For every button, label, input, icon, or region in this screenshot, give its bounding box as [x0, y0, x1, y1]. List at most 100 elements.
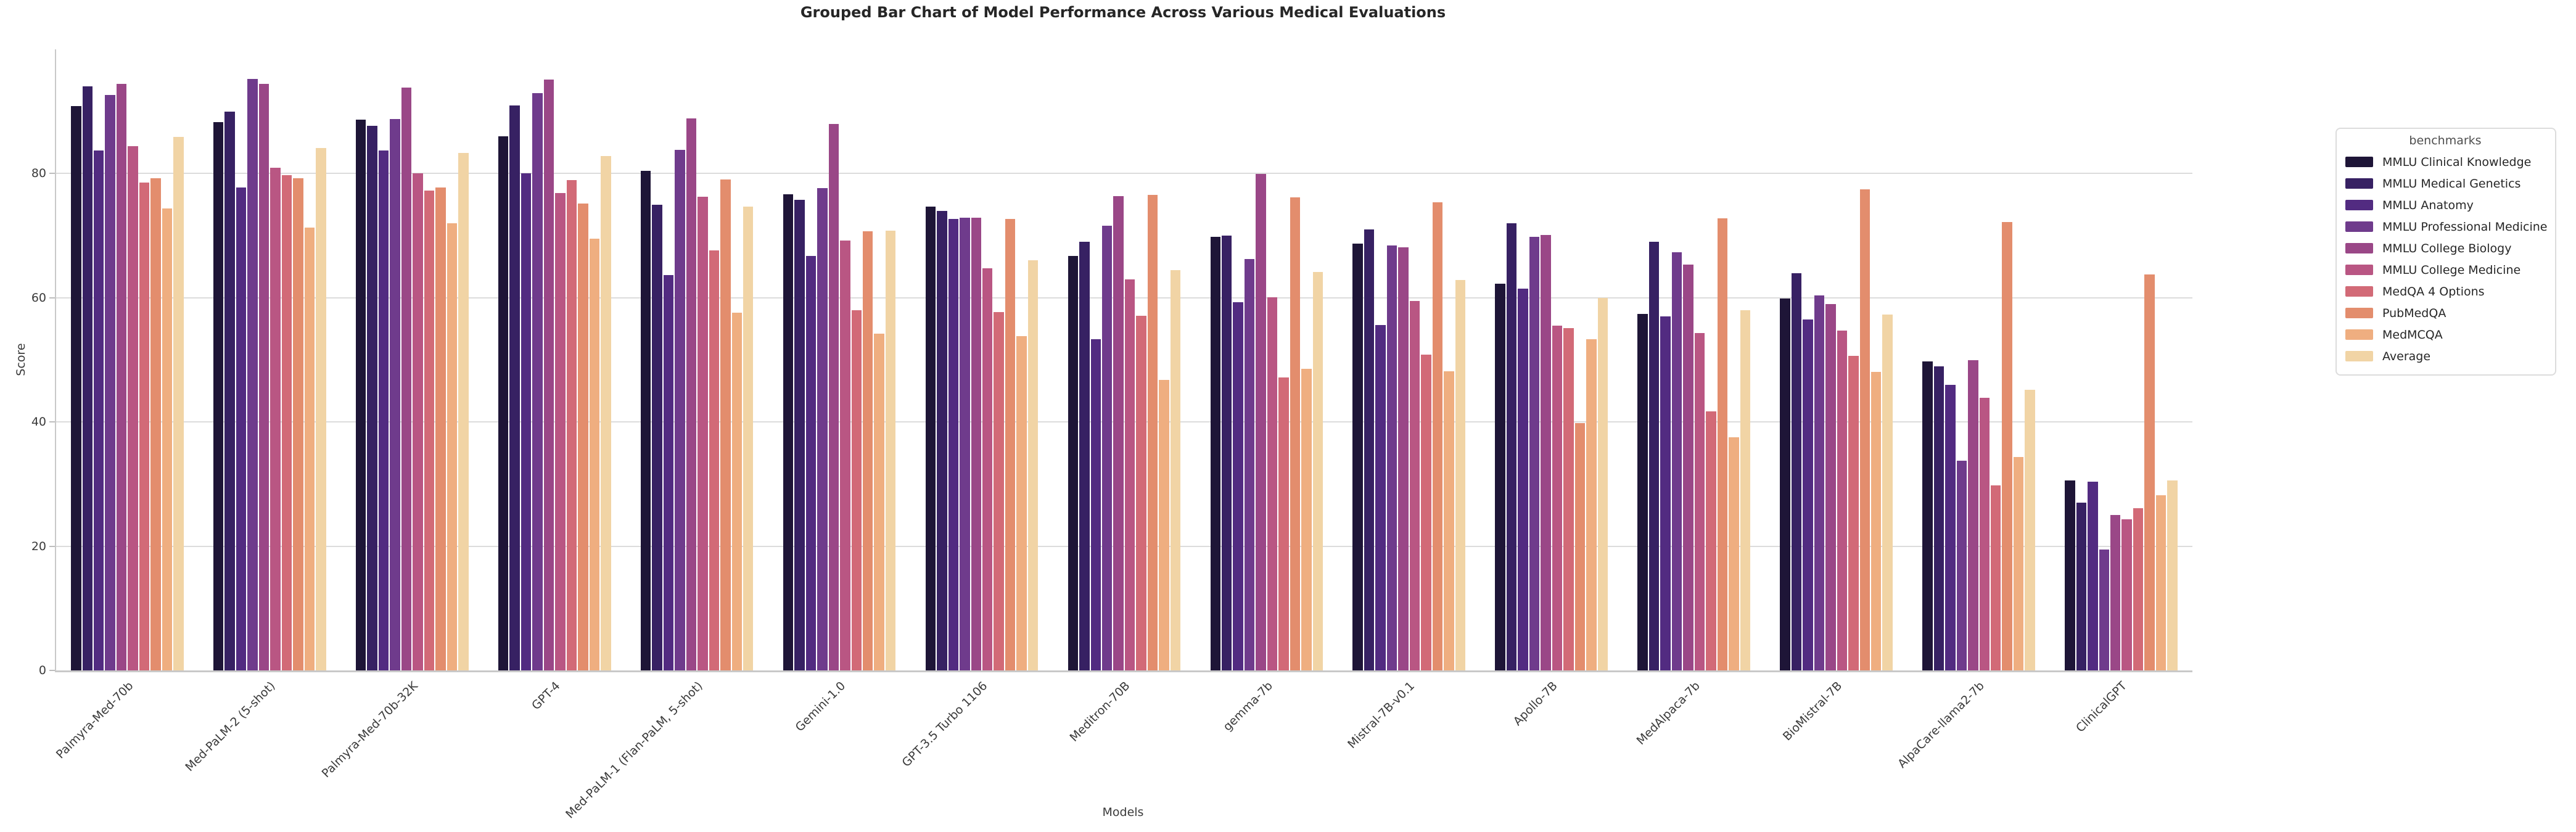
bar-Gemini-1.0-MMLU College Medicine: [840, 241, 850, 670]
bar-group-MedAlpaca-7b: [1623, 49, 1765, 670]
bar-Palmyra-Med-70b-MMLU College Biology: [116, 84, 127, 670]
bar-Med-PaLM-1 (Flan-PaLM, 5-shot)-Average: [743, 206, 754, 670]
bar-BioMistral-7B-MMLU College Biology: [1825, 303, 1836, 670]
bar-BioMistral-7B-MedMCQA: [1871, 371, 1882, 670]
bar-Palmyra-Med-70b-MMLU Medical Genetics: [82, 86, 93, 670]
bar-row: [640, 49, 754, 670]
legend-item-MMLU Professional Medicine: MMLU Professional Medicine: [2345, 216, 2548, 237]
legend-label: MMLU Professional Medicine: [2382, 220, 2548, 234]
legend-swatch-icon: [2345, 351, 2373, 361]
bar-row: [1210, 49, 1324, 670]
bar-row: [1637, 49, 1751, 670]
bar-Med-PaLM-1 (Flan-PaLM, 5-shot)-MMLU Medical Genetics: [652, 204, 662, 670]
bar-gemma-7b-MMLU College Biology: [1256, 174, 1266, 670]
bar-Med-PaLM-2 (5-shot)-MMLU College Biology: [258, 84, 270, 670]
bar-GPT-3.5 Turbo 1106-MMLU Anatomy: [948, 218, 959, 670]
legend-label: MMLU Anatomy: [2382, 198, 2474, 212]
bar-row: [70, 49, 184, 670]
legend-item-MMLU Anatomy: MMLU Anatomy: [2345, 194, 2545, 216]
bar-gemma-7b-MMLU Medical Genetics: [1222, 236, 1232, 670]
bar-Med-PaLM-1 (Flan-PaLM, 5-shot)-MedMCQA: [731, 312, 743, 670]
bar-BioMistral-7B-Average: [1882, 315, 1893, 670]
bar-group-Mistral-7B-v0.1: [1338, 49, 1480, 670]
bar-Mistral-7B-v0.1-PubMedQA: [1432, 202, 1443, 670]
bar-Med-PaLM-2 (5-shot)-MMLU Medical Genetics: [224, 111, 235, 670]
bar-AlpaCare-llama2-7b-MMLU College Biology: [1968, 360, 1978, 670]
bar-Palmyra-Med-70b-32K-MedMCQA: [446, 223, 458, 670]
y-tick-label-0: 0: [38, 664, 46, 677]
x-tick-label-Med-PaLM-1 (Flan-PaLM, 5-shot): Med-PaLM-1 (Flan-PaLM, 5-shot): [563, 679, 706, 822]
bar-MedAlpaca-7b-MMLU Professional Medicine: [1671, 252, 1682, 670]
legend-label: MedMCQA: [2382, 327, 2443, 342]
legend-label: MMLU College Biology: [2382, 241, 2512, 255]
bar-AlpaCare-llama2-7b-PubMedQA: [2002, 221, 2012, 670]
bar-GPT-4-MedMCQA: [589, 239, 600, 670]
bar-GPT-4-Average: [601, 156, 611, 670]
bar-Mistral-7B-v0.1-Average: [1455, 279, 1466, 670]
bar-Meditron-70B-MMLU Clinical Knowledge: [1068, 256, 1079, 670]
bar-BioMistral-7B-PubMedQA: [1859, 189, 1870, 670]
bar-AlpaCare-llama2-7b-MMLU Professional Medicine: [1956, 460, 1967, 670]
bar-row: [355, 49, 469, 670]
legend-item-MMLU Medical Genetics: MMLU Medical Genetics: [2345, 173, 2545, 194]
bar-ClinicalGPT-MMLU Clinical Knowledge: [2065, 480, 2075, 670]
bar-BioMistral-7B-MMLU Clinical Knowledge: [1780, 298, 1790, 670]
bar-Med-PaLM-1 (Flan-PaLM, 5-shot)-MedQA 4 Options: [709, 250, 720, 670]
bar-Med-PaLM-2 (5-shot)-MMLU Anatomy: [236, 187, 247, 670]
bar-Gemini-1.0-MedQA 4 Options: [851, 310, 862, 670]
bar-ClinicalGPT-MMLU College Medicine: [2121, 519, 2132, 670]
x-tick-label-Meditron-70B: Meditron-70B: [1067, 679, 1133, 745]
bar-Palmyra-Med-70b-32K-MMLU Clinical Knowledge: [355, 119, 366, 670]
bar-Gemini-1.0-MMLU Medical Genetics: [794, 199, 805, 670]
bar-AlpaCare-llama2-7b-MMLU Medical Genetics: [1933, 366, 1944, 670]
bar-GPT-3.5 Turbo 1106-MMLU Medical Genetics: [937, 210, 947, 670]
legend-swatch-icon: [2345, 243, 2373, 253]
y-tick-label-20: 20: [31, 539, 46, 553]
legend-swatch-icon: [2345, 157, 2373, 167]
x-tick-label-Gemini-1.0: Gemini-1.0: [792, 679, 848, 735]
bar-AlpaCare-llama2-7b-MMLU Anatomy: [1945, 384, 1956, 670]
y-tick-mark-80: [49, 173, 55, 175]
gridline-20: [56, 545, 2192, 547]
x-tick-label-Palmyra-Med-70b-32K: Palmyra-Med-70b-32K: [319, 679, 421, 781]
bar-BioMistral-7B-MMLU Medical Genetics: [1791, 273, 1802, 670]
bar-GPT-4-MMLU Anatomy: [521, 173, 532, 670]
bar-Med-PaLM-2 (5-shot)-MedQA 4 Options: [281, 175, 292, 670]
legend-label: PubMedQA: [2382, 306, 2446, 320]
bar-Palmyra-Med-70b-32K-PubMedQA: [435, 187, 446, 670]
bar-Gemini-1.0-MMLU Anatomy: [805, 256, 817, 670]
x-tick-label-GPT-4: GPT-4: [529, 679, 563, 713]
bar-Palmyra-Med-70b-32K-MedQA 4 Options: [424, 190, 435, 670]
bar-GPT-3.5 Turbo 1106-Average: [1027, 260, 1039, 670]
y-axis-label: Score: [14, 343, 28, 376]
bar-GPT-3.5 Turbo 1106-MMLU College Medicine: [982, 268, 993, 670]
legend-item-PubMedQA: PubMedQA: [2345, 302, 2545, 324]
x-axis-label: Models: [1102, 805, 1144, 819]
bar-MedAlpaca-7b-MedMCQA: [1729, 437, 1739, 670]
bar-Palmyra-Med-70b-PubMedQA: [150, 178, 161, 670]
bar-GPT-4-MedQA 4 Options: [566, 180, 577, 670]
bar-Mistral-7B-v0.1-MedMCQA: [1444, 371, 1454, 670]
bar-GPT-3.5 Turbo 1106-MMLU Clinical Knowledge: [925, 206, 936, 670]
bar-GPT-4-PubMedQA: [578, 203, 588, 670]
bar-Med-PaLM-1 (Flan-PaLM, 5-shot)-MMLU College Medicine: [697, 196, 708, 670]
bar-ClinicalGPT-MMLU Anatomy: [2088, 481, 2098, 670]
x-tick-label-Apollo-7B: Apollo-7B: [1510, 679, 1560, 729]
bar-Palmyra-Med-70b-MedQA 4 Options: [139, 182, 150, 670]
bar-gemma-7b-MMLU Professional Medicine: [1244, 259, 1255, 670]
bar-Palmyra-Med-70b-32K-MMLU Medical Genetics: [367, 125, 377, 670]
legend-label: MedQA 4 Options: [2382, 284, 2485, 299]
legend-swatch-icon: [2345, 178, 2373, 189]
bar-Gemini-1.0-MMLU College Biology: [828, 123, 839, 670]
legend-item-MMLU Clinical Knowledge: MMLU Clinical Knowledge: [2345, 151, 2545, 173]
bar-gemma-7b-MedMCQA: [1301, 368, 1312, 670]
bar-group-Meditron-70B: [1053, 49, 1196, 670]
bar-Mistral-7B-v0.1-MMLU Professional Medicine: [1386, 245, 1397, 670]
bar-Med-PaLM-1 (Flan-PaLM, 5-shot)-MMLU College Biology: [686, 118, 697, 670]
bar-BioMistral-7B-MedQA 4 Options: [1848, 356, 1859, 670]
bar-Med-PaLM-2 (5-shot)-MMLU Clinical Knowledge: [213, 122, 224, 670]
bar-Meditron-70B-MMLU College Biology: [1113, 196, 1124, 670]
bar-group-Palmyra-Med-70b: [56, 49, 199, 670]
bar-MedAlpaca-7b-MMLU Anatomy: [1660, 316, 1671, 670]
